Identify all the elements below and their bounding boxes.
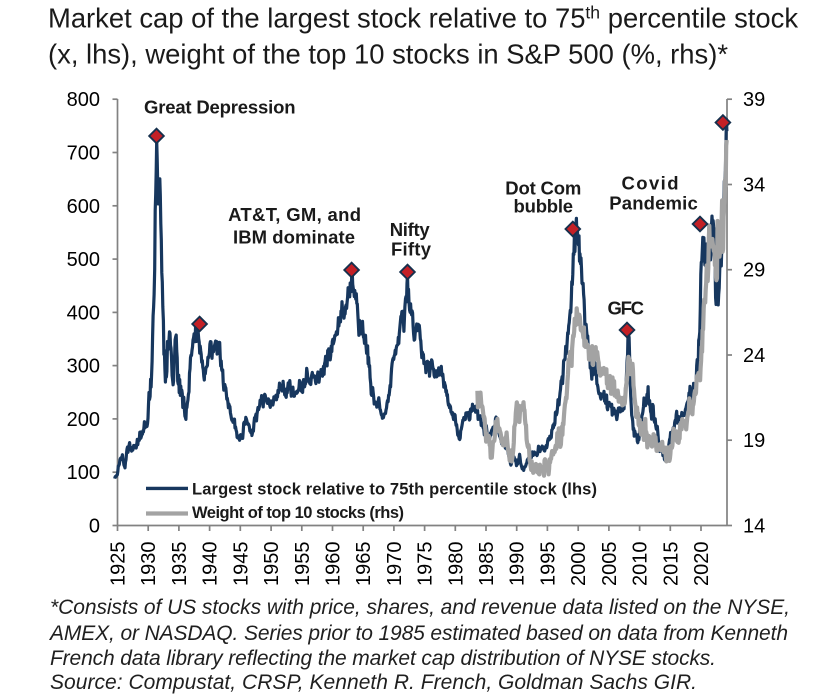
svg-text:AMEX, or NASDAQ. Series prior: AMEX, or NASDAQ. Series prior to 1985 es… — [48, 622, 788, 645]
svg-text:Pandemic: Pandemic — [609, 193, 698, 214]
svg-text:1970: 1970 — [384, 542, 406, 587]
svg-text:Great Depression: Great Depression — [144, 97, 296, 118]
svg-text:IBM dominate: IBM dominate — [233, 227, 355, 248]
svg-text:600: 600 — [67, 196, 100, 218]
svg-text:Fifty: Fifty — [391, 239, 432, 260]
svg-text:1925: 1925 — [108, 542, 130, 587]
svg-text:500: 500 — [67, 249, 100, 271]
svg-text:24: 24 — [743, 345, 765, 367]
svg-text:29: 29 — [743, 260, 765, 282]
svg-text:2010: 2010 — [630, 542, 652, 587]
svg-text:Weight of top 10 stocks (rhs): Weight of top 10 stocks (rhs) — [192, 504, 404, 522]
svg-text:Market cap of the largest stoc: Market cap of the largest stock relative… — [48, 2, 798, 33]
svg-text:*Consists of US stocks with pr: *Consists of US stocks with price, share… — [50, 596, 790, 619]
svg-text:bubble: bubble — [514, 196, 574, 217]
svg-text:1990: 1990 — [507, 542, 529, 587]
svg-text:1950: 1950 — [261, 542, 283, 587]
svg-text:Covid: Covid — [622, 173, 679, 194]
svg-text:14: 14 — [743, 516, 765, 538]
svg-text:34: 34 — [743, 175, 765, 197]
svg-text:2020: 2020 — [691, 542, 713, 587]
svg-text:1980: 1980 — [445, 542, 467, 587]
svg-text:(x, lhs), weight of the top 10: (x, lhs), weight of the top 10 stocks in… — [48, 39, 728, 70]
svg-text:400: 400 — [67, 302, 100, 324]
svg-text:0: 0 — [89, 516, 100, 538]
svg-text:Nifty: Nifty — [390, 219, 431, 240]
svg-text:800: 800 — [67, 89, 100, 111]
svg-text:AT&T, GM, and: AT&T, GM, and — [228, 204, 361, 225]
svg-text:1940: 1940 — [200, 542, 222, 587]
svg-text:Source: Compustat, CRSP, Kenne: Source: Compustat, CRSP, Kenneth R. Fren… — [50, 671, 697, 694]
svg-text:1935: 1935 — [169, 542, 191, 587]
svg-text:Dot Com: Dot Com — [505, 178, 581, 199]
svg-text:1960: 1960 — [323, 542, 345, 587]
svg-text:19: 19 — [743, 430, 765, 452]
svg-text:2000: 2000 — [568, 542, 590, 587]
svg-text:100: 100 — [67, 462, 100, 484]
svg-text:1975: 1975 — [415, 542, 437, 587]
svg-text:1945: 1945 — [230, 542, 252, 587]
svg-text:1995: 1995 — [537, 542, 559, 587]
svg-text:French data library reflecting: French data library reflecting the marke… — [50, 647, 716, 670]
svg-text:GFC: GFC — [608, 298, 645, 319]
svg-text:1930: 1930 — [138, 542, 160, 587]
svg-text:300: 300 — [67, 356, 100, 378]
svg-text:1985: 1985 — [476, 542, 498, 587]
svg-text:1965: 1965 — [353, 542, 375, 587]
svg-text:Largest stock relative to 75th: Largest stock relative to 75th percentil… — [192, 481, 597, 499]
svg-text:2005: 2005 — [599, 542, 621, 587]
svg-text:39: 39 — [743, 89, 765, 111]
svg-text:700: 700 — [67, 143, 100, 165]
svg-text:1955: 1955 — [292, 542, 314, 587]
svg-text:200: 200 — [67, 409, 100, 431]
svg-text:2015: 2015 — [660, 542, 682, 587]
